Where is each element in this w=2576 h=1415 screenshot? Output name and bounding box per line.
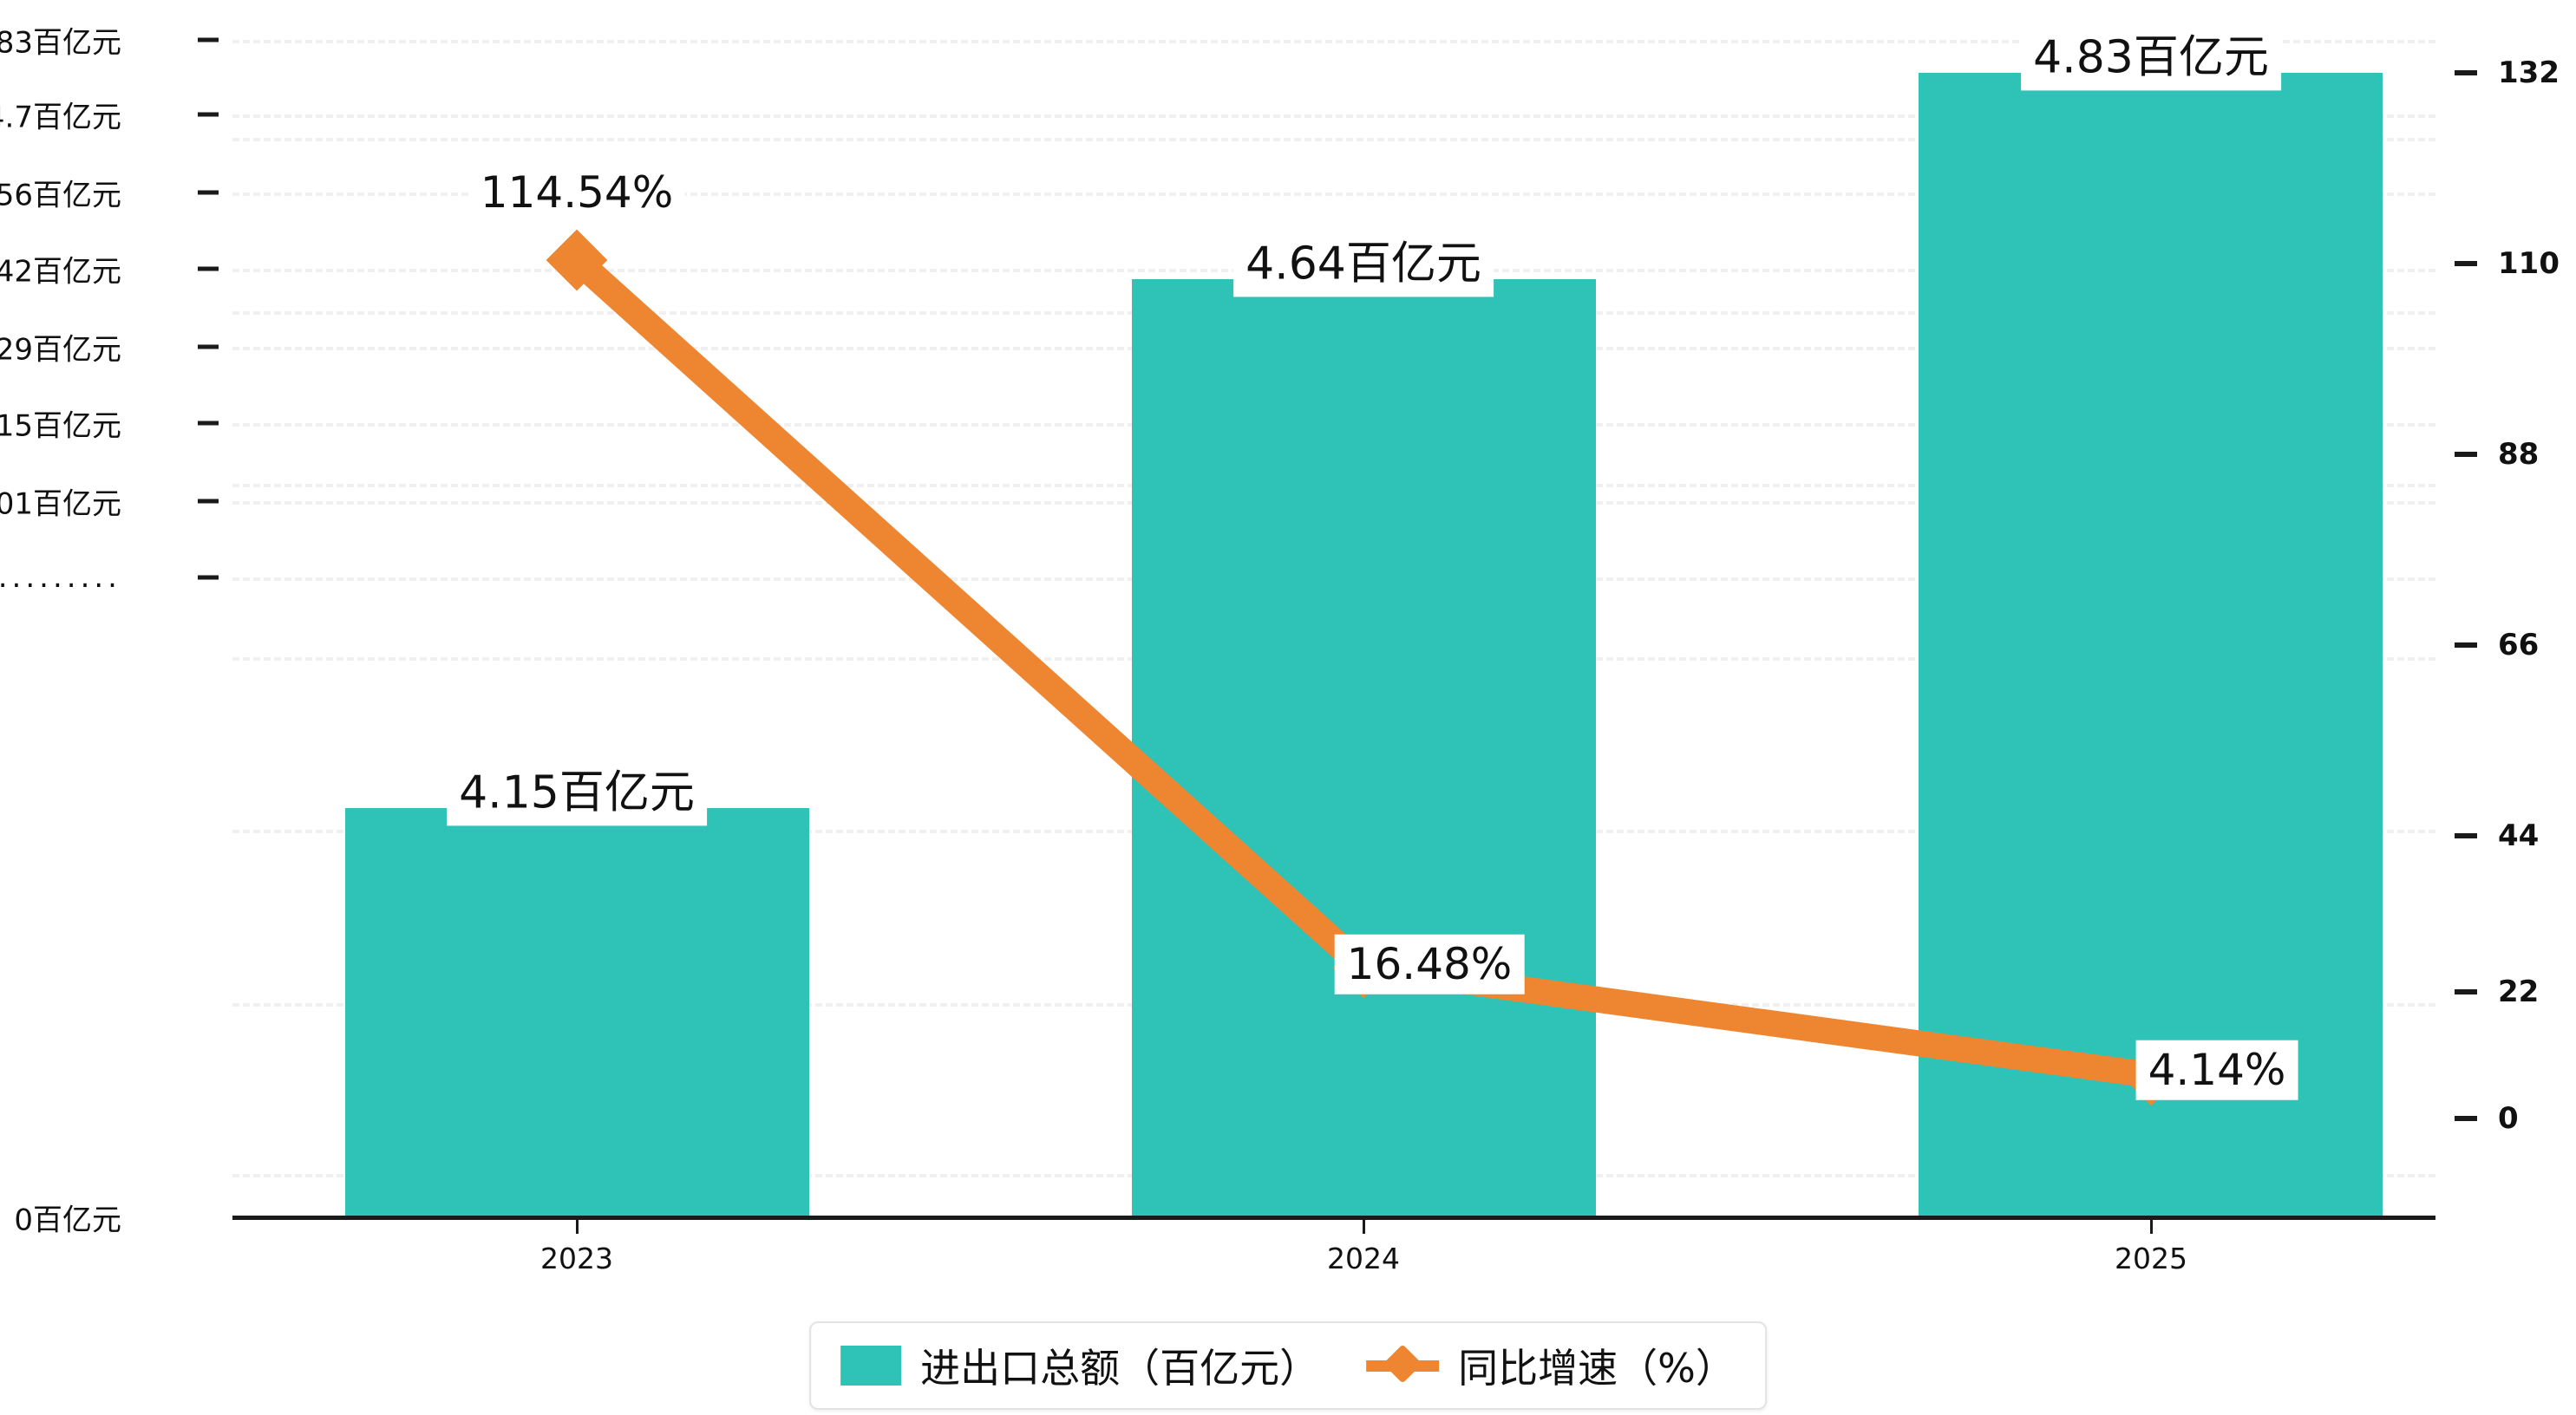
gridline: [232, 40, 2435, 43]
y-axis-right-label: 88: [2498, 437, 2540, 472]
y-axis-left-tick: [198, 344, 219, 349]
y-axis-left-label: 4.15百亿元: [0, 408, 121, 444]
y-axis-right-label: 0: [2498, 1101, 2519, 1136]
y-axis-left-label: 4.56百亿元: [0, 178, 121, 213]
bar-value-label-2025: 4.83百亿元: [2021, 29, 2281, 90]
y-axis-right-tick: [2455, 70, 2477, 75]
legend-label-import-export-total: 进出口总额（百亿元）: [920, 1345, 1320, 1392]
y-axis-right-label: 132: [2498, 55, 2560, 90]
growth-rate-label-2024: 16.48%: [1334, 934, 1525, 994]
y-axis-left-label: 4.42百亿元: [0, 254, 121, 290]
bar-value-label-2023: 4.15百亿元: [447, 764, 707, 825]
legend-item-import-export-total[interactable]: 进出口总额（百亿元）: [840, 1337, 1319, 1394]
y-axis-left-tick: [198, 499, 219, 504]
x-axis-category-2025: 2025: [2115, 1242, 2187, 1275]
bar-swatch-icon: [840, 1346, 902, 1386]
y-axis-left-label: 4.01百亿元: [0, 486, 121, 522]
gridline: [232, 192, 2435, 196]
x-axis-tick: [576, 1220, 579, 1234]
y-axis-right-tick: [2455, 261, 2477, 266]
chart-legend: 进出口总额（百亿元） 同比增速（%）: [809, 1321, 1767, 1410]
y-axis-left-tick: [198, 575, 219, 580]
y-axis-right-label: 44: [2498, 818, 2540, 853]
y-axis-right-label: 66: [2498, 628, 2540, 662]
bar-value-label-2024: 4.64百亿元: [1233, 235, 1494, 297]
y-axis-right-tick: [2455, 642, 2477, 648]
y-axis-left-tick: [198, 421, 219, 426]
y-axis-left-tick: [198, 266, 219, 271]
x-axis-line: [232, 1216, 2435, 1220]
y-axis-right-tick: [2455, 989, 2477, 994]
y-axis-right-tick: [2455, 452, 2477, 457]
y-axis-left-label: 4.83百亿元: [0, 25, 121, 61]
growth-rate-label-2023: 114.54%: [467, 162, 686, 223]
y-axis-left-label: 0百亿元: [14, 1203, 121, 1238]
y-axis-right-tick: [2455, 1116, 2477, 1121]
y-axis-left-tick: [198, 37, 219, 42]
bar-2024[interactable]: [1132, 279, 1596, 1217]
y-axis-left-tick: [198, 190, 219, 195]
y-axis-left-label: 4.7百亿元: [0, 100, 121, 135]
gridline: [232, 114, 2435, 118]
legend-label-growth-rate: 同比增速（%）: [1458, 1345, 1736, 1392]
legend-item-growth-rate[interactable]: 同比增速（%）: [1366, 1337, 1736, 1394]
y-axis-right-tick: [2455, 833, 2477, 838]
line-diamond-swatch-icon: [1366, 1344, 1440, 1386]
x-axis-tick: [2150, 1220, 2153, 1234]
x-axis-tick: [1363, 1220, 1365, 1234]
y-axis-right-label: 110: [2498, 246, 2560, 281]
bar-2023[interactable]: [345, 808, 809, 1217]
growth-rate-label-2025: 4.14%: [2135, 1040, 2298, 1100]
y-axis-left-label-ellipsis: .........: [0, 560, 121, 595]
x-axis-category-2024: 2024: [1327, 1242, 1400, 1275]
gridline: [232, 138, 2435, 141]
y-axis-left-tick: [198, 112, 219, 117]
y-axis-right-label: 22: [2498, 975, 2540, 1009]
y-axis-left-label: 4.29百亿元: [0, 332, 121, 368]
x-axis-category-2023: 2023: [540, 1242, 613, 1275]
